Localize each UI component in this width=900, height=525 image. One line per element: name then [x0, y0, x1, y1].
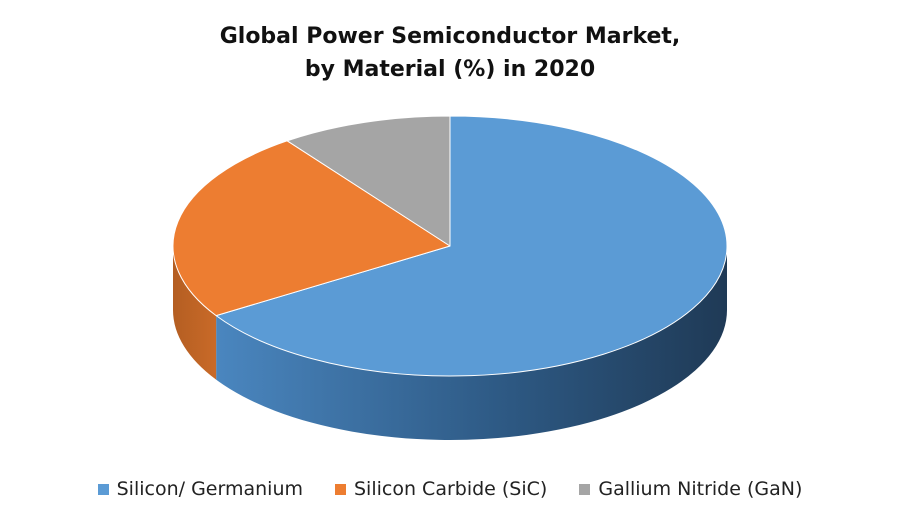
legend-label-silicon-germanium: Silicon/ Germanium: [116, 478, 303, 500]
pie-slice-gallium-nitride-gan: [286, 115, 451, 247]
legend: Silicon/ Germanium Silicon Carbide (SiC)…: [0, 478, 900, 500]
pie-side-silicon-carbide-sic: [173, 246, 217, 380]
legend-swatch-gallium-nitride: [579, 483, 591, 495]
pie-slice-silicon-germanium: [215, 115, 728, 377]
legend-swatch-silicon-carbide: [335, 483, 346, 495]
pie-sides: [173, 246, 728, 440]
legend-item-silicon-germanium: Silicon/ Germanium: [97, 478, 303, 500]
legend-item-silicon-carbide: Silicon Carbide (SiC): [335, 478, 547, 500]
pie-slice-silicon-carbide-sic: [172, 140, 451, 317]
legend-swatch-silicon-germanium: [97, 483, 109, 495]
chart-title: Global Power Semiconductor Market, by Ma…: [0, 20, 900, 86]
chart-title-line-1: Global Power Semiconductor Market,: [219, 24, 681, 49]
legend-label-gallium-nitride: Gallium Nitride (GaN): [598, 478, 803, 500]
chart-title-line-2: by Material (%) in 2020: [304, 57, 596, 82]
legend-item-gallium-nitride: Gallium Nitride (GaN): [579, 478, 802, 500]
pie-side-silicon-germanium: [216, 246, 728, 440]
legend-label-silicon-carbide: Silicon Carbide (SiC): [354, 478, 548, 500]
pie-tops: [172, 115, 728, 377]
